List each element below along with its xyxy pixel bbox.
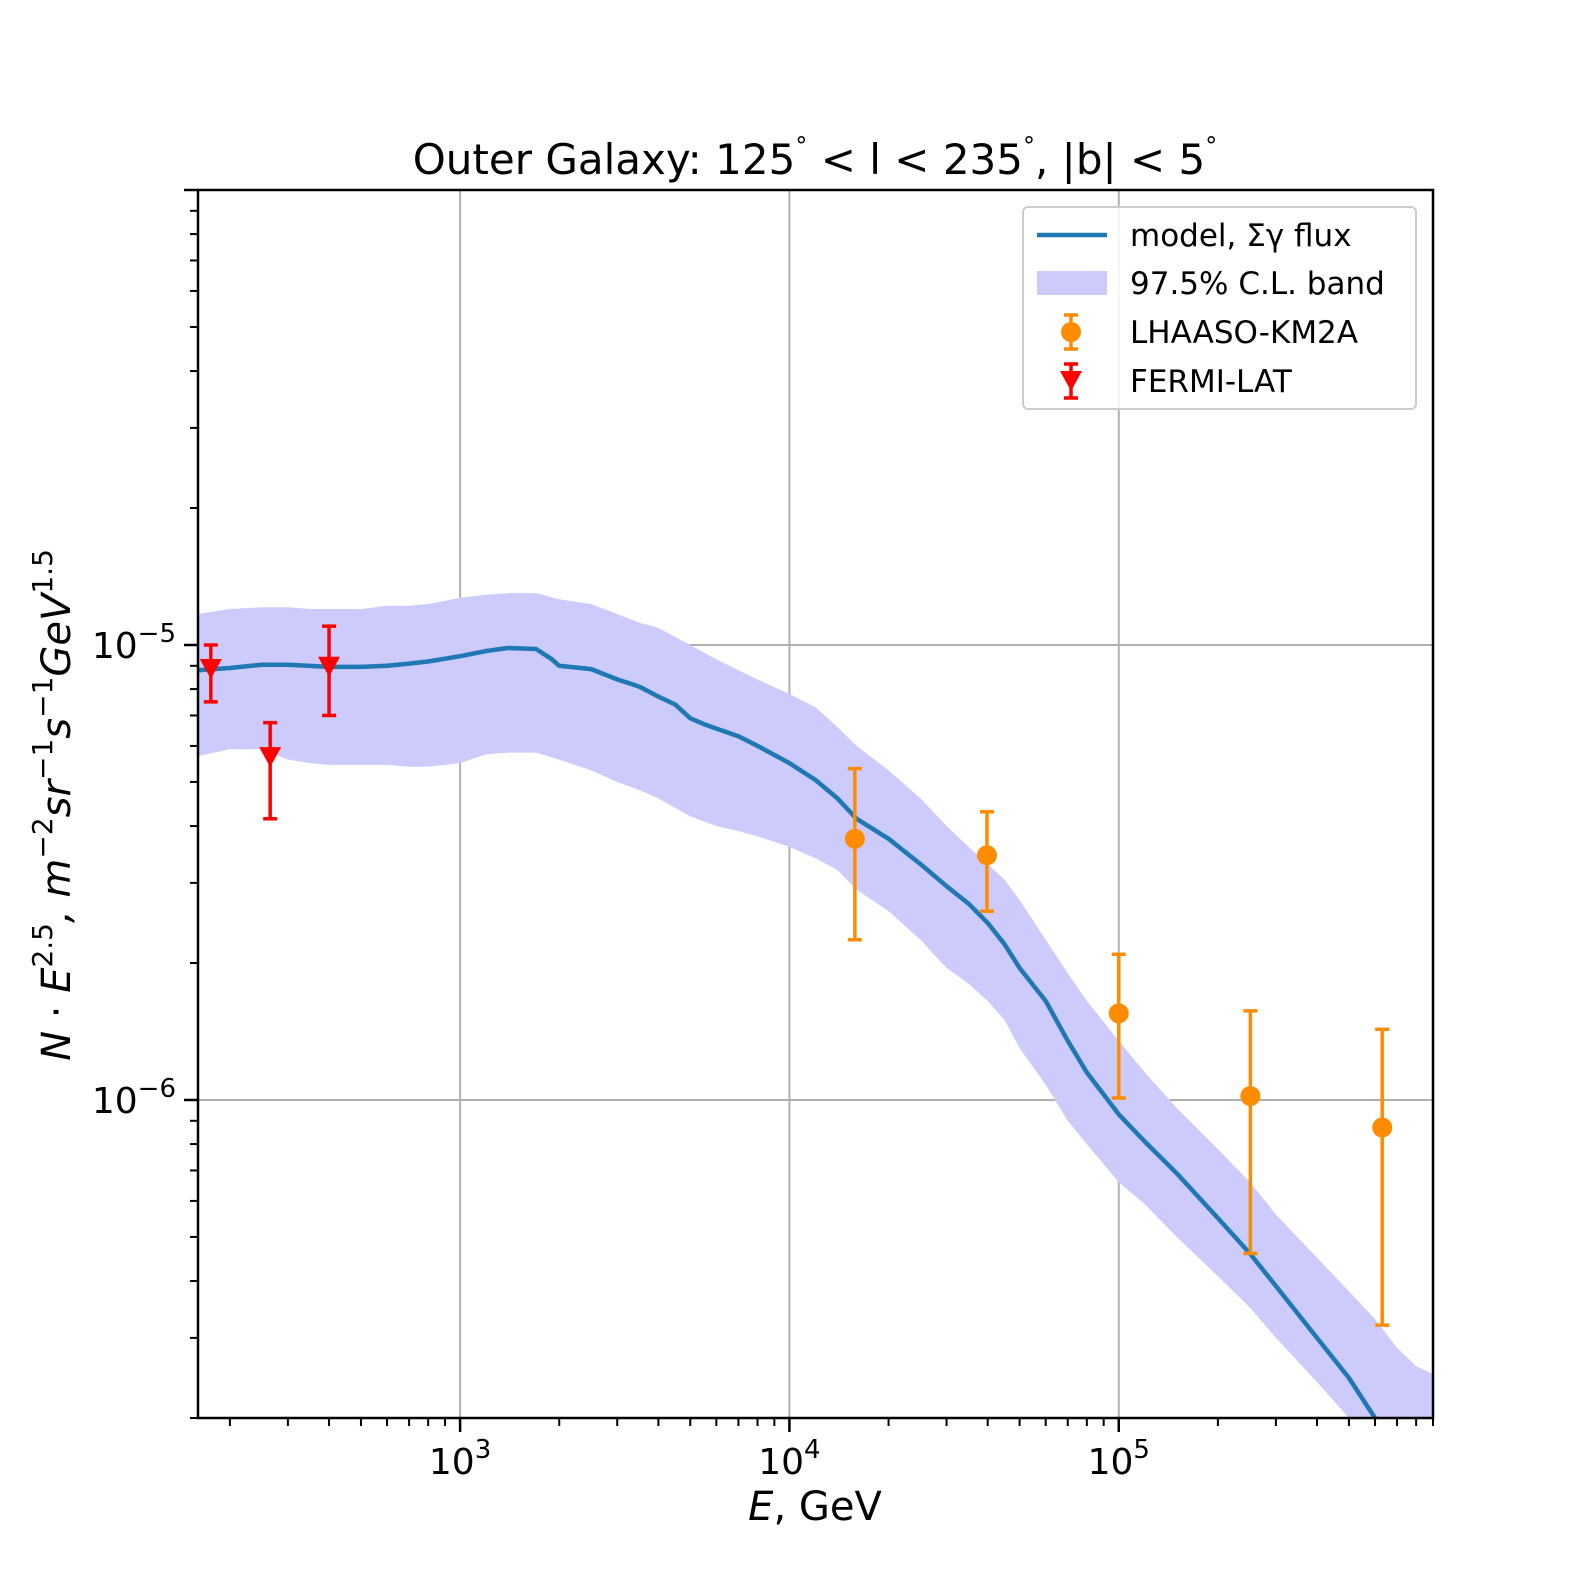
lhaaso-km2a-point-3 bbox=[1240, 1086, 1261, 1107]
y-tick-label-0: 10−6 bbox=[92, 1074, 176, 1122]
lhaaso-km2a-point-0 bbox=[844, 828, 865, 849]
legend-fermi-label: FERMI-LAT bbox=[1130, 364, 1293, 400]
axis-ticks: 103 104 105 10−6 10−5 bbox=[92, 188, 1434, 1483]
chart-title: Outer Galaxy: 125° < l < 235°, |b| < 5° bbox=[413, 132, 1218, 184]
x-tick-label-2: 105 bbox=[1088, 1435, 1150, 1483]
legend-frame bbox=[1022, 206, 1417, 410]
legend-lhaaso-label: LHAASO-KM2A bbox=[1130, 315, 1358, 351]
fermi-lat-point-2 bbox=[318, 656, 341, 677]
x-tick-label-1: 104 bbox=[758, 1435, 820, 1483]
legend-band-label: 97.5% C.L. band bbox=[1130, 266, 1385, 302]
lhaaso-km2a-point-4 bbox=[1372, 1117, 1393, 1138]
fermi-lat-point-1 bbox=[259, 747, 282, 768]
legend-model-label: model, Σγ flux bbox=[1130, 218, 1352, 254]
y-tick-label-1: 10−5 bbox=[92, 619, 176, 667]
legend-entry-band: 97.5% C.L. band bbox=[1037, 266, 1385, 302]
legend-entry-lhaaso: LHAASO-KM2A bbox=[1061, 313, 1358, 351]
model-line bbox=[198, 645, 1377, 1418]
data-points bbox=[199, 624, 1393, 1327]
fermi-lat-point-0 bbox=[199, 659, 222, 680]
legend-lhaaso-marker bbox=[1061, 322, 1081, 342]
confidence-band bbox=[198, 593, 1433, 1418]
lhaaso-km2a-point-2 bbox=[1108, 1003, 1129, 1024]
legend-entry-model: model, Σγ flux bbox=[1037, 218, 1352, 254]
legend-band-swatch bbox=[1037, 271, 1107, 295]
lhaaso-km2a-point-1 bbox=[976, 845, 997, 866]
legend: model, Σγ flux 97.5% C.L. band LHAASO-KM… bbox=[1022, 206, 1417, 410]
y-axis-label: N · E2.5, m−2sr−1s−1GeV1.5 bbox=[26, 549, 80, 1061]
plot-frame bbox=[196, 188, 1435, 1420]
legend-fermi-marker bbox=[1060, 371, 1082, 391]
plot-area bbox=[198, 593, 1433, 1418]
x-axis-label: E, GeV bbox=[748, 1484, 882, 1530]
x-tick-label-0: 103 bbox=[429, 1435, 491, 1483]
legend-entry-fermi: FERMI-LAT bbox=[1060, 362, 1293, 400]
